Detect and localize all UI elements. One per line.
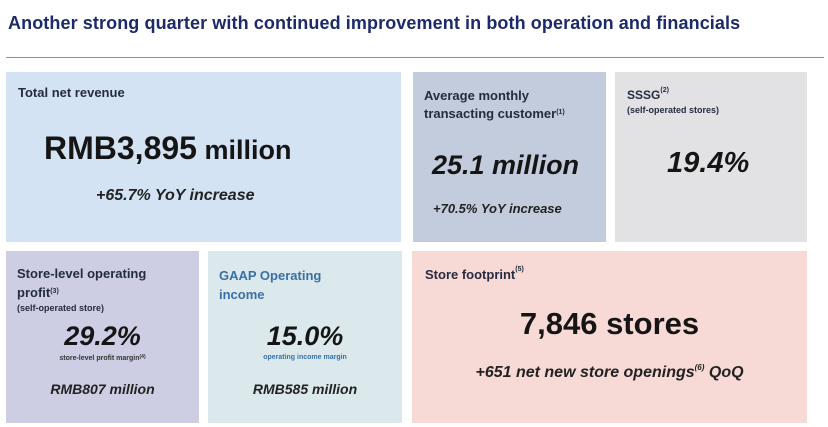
sssg-card: SSSG(2) (self-operated stores) 19.4% [615, 72, 807, 242]
sssg-value: 19.4% [667, 147, 750, 179]
footprint-value: 7,846 stores [519, 306, 700, 341]
customers-label-line2: transacting customer [424, 106, 557, 121]
store-profit-value: 29.2% [64, 321, 141, 351]
customers-label-line1: Average monthly [424, 88, 529, 103]
revenue-value-unit: million [196, 135, 292, 165]
footprint-card: Store footprint(5) 7,846 stores +651 net… [412, 251, 807, 423]
gaap-value: 15.0% [266, 321, 344, 351]
revenue-value: RMB3,895 million [44, 130, 291, 167]
footprint-footnote: (5) [515, 266, 524, 273]
revenue-value-amount: RMB3,895 [44, 130, 197, 166]
footprint-openings-footnote: (6) [694, 363, 705, 372]
sssg-sublabel: (self-operated stores) [627, 105, 720, 115]
store-profit-label-line1: Store-level operating [17, 266, 147, 281]
store-profit-label: Store-level operating profit(3) [17, 264, 146, 302]
store-profit-caption: store-level profit margin(4) [6, 354, 199, 362]
gaap-label-line1: GAAP Operating [219, 268, 322, 283]
customers-card: Average monthly transacting customer(1) … [413, 72, 606, 242]
store-profit-footnote: (3) [50, 288, 59, 295]
footprint-label-text: Store footprint [425, 267, 516, 282]
store-profit-label-line2: profit [17, 285, 51, 300]
gaap-caption: operating income margin [263, 354, 347, 361]
store-profit-caption-footnote: (4) [139, 354, 146, 360]
sssg-label-text: SSSG [627, 88, 661, 102]
store-profit-caption-text: store-level profit margin [59, 355, 140, 362]
customers-yoy: +70.5% YoY increase [433, 201, 562, 216]
gaap-card: GAAP Operating income 15.0% operating in… [208, 251, 402, 423]
customers-footnote: (1) [556, 109, 565, 116]
revenue-label: Total net revenue [18, 85, 125, 100]
footprint-openings-text: +651 net new store openings [475, 364, 695, 381]
page-title: Another strong quarter with continued im… [8, 13, 741, 33]
revenue-card: Total net revenue RMB3,895 million +65.7… [6, 72, 401, 242]
customers-label: Average monthly transacting customer(1) [424, 87, 565, 123]
footprint-openings-period: QoQ [704, 364, 744, 381]
gaap-label-line2: income [219, 287, 265, 302]
gaap-amount: RMB585 million [252, 381, 358, 397]
footprint-openings: +651 net new store openings(6) QoQ [412, 363, 807, 382]
footprint-label: Store footprint(5) [425, 266, 524, 282]
store-profit-card: Store-level operating profit(3) (self-op… [6, 251, 199, 423]
sssg-label: SSSG(2) [627, 87, 669, 102]
customers-value: 25.1 million [432, 150, 580, 180]
gaap-label: GAAP Operating income [219, 266, 321, 304]
store-profit-sublabel: (self-operated store) [17, 303, 105, 313]
sssg-footnote: (2) [660, 87, 669, 94]
store-profit-amount: RMB807 million [50, 381, 155, 397]
revenue-yoy: +65.7% YoY increase [96, 187, 255, 204]
title-divider [6, 57, 824, 58]
